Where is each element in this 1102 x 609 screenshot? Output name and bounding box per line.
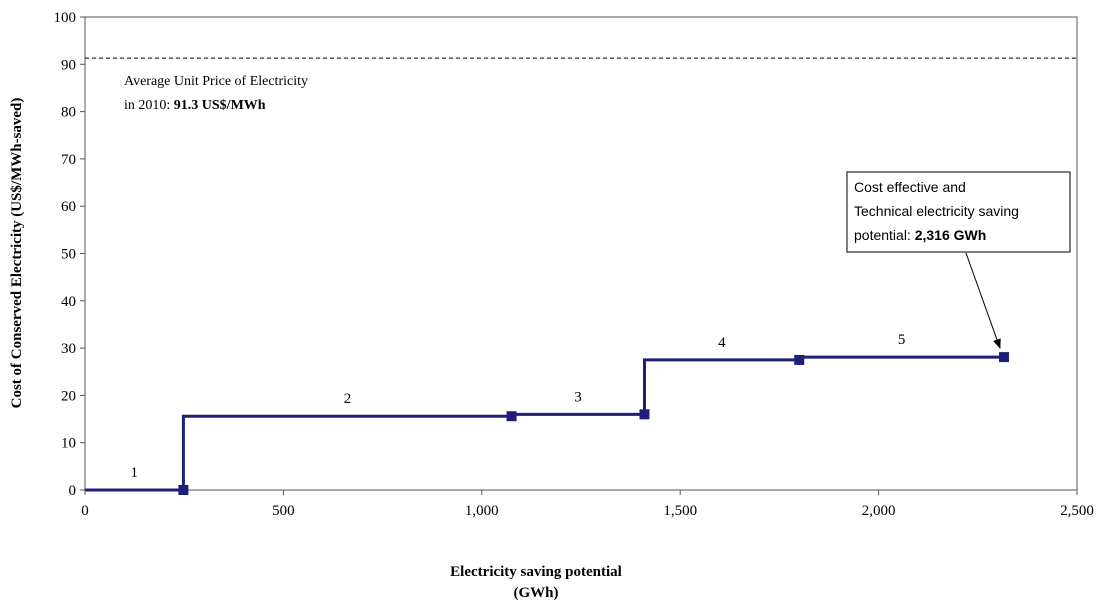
x-tick-label: 1,500 [663, 503, 697, 519]
callout-line1: Cost effective and [854, 179, 966, 195]
callout-box [846, 171, 1071, 253]
step-series-line [85, 355, 1004, 492]
step-label: 3 [574, 389, 582, 405]
x-axis-title: Electricity saving potential [450, 564, 622, 580]
y-tick-label: 40 [61, 294, 76, 310]
callout-value: 2,316 GWh [915, 227, 987, 243]
y-tick-label: 60 [61, 199, 76, 215]
x-tick-label: 1,000 [465, 503, 499, 519]
y-tick-label: 10 [61, 436, 76, 452]
y-tick-label: 0 [69, 483, 77, 499]
callout-line3: potential: 2,316 GWh [854, 227, 986, 243]
price-annotation-line1: Average Unit Price of Electricity [124, 74, 308, 89]
y-tick-label: 90 [61, 57, 76, 73]
y-tick-label: 50 [61, 247, 76, 263]
step-end-marker [998, 352, 1009, 363]
callout-line2: Technical electricity saving [854, 203, 1019, 219]
x-tick-label: 2,500 [1060, 503, 1094, 519]
step-label: 2 [344, 391, 352, 407]
y-tick-label: 100 [54, 10, 77, 26]
step-end-marker [506, 411, 517, 422]
price-annotation-line2: in 2010: 91.3 US$/MWh [124, 98, 266, 113]
y-tick-label: 70 [61, 152, 76, 168]
step-end-marker [639, 409, 650, 420]
step-end-marker [178, 485, 189, 495]
x-axis-title-unit: (GWh) [514, 585, 559, 601]
price-annotation-value: 91.3 US$/MWh [174, 98, 266, 113]
callout-prefix: potential: [854, 227, 915, 243]
step-end-marker [794, 354, 805, 365]
step-label: 5 [898, 332, 906, 348]
price-annotation-prefix: in 2010: [124, 98, 174, 113]
y-tick-label: 20 [61, 388, 76, 404]
y-tick-label: 80 [61, 105, 76, 121]
x-tick-label: 2,000 [862, 503, 896, 519]
step-label: 1 [130, 465, 138, 481]
step-label: 4 [718, 335, 726, 351]
y-tick-label: 30 [61, 341, 76, 357]
x-tick-label: 0 [81, 503, 89, 519]
callout-arrow [965, 252, 1001, 350]
x-tick-label: 500 [272, 503, 295, 519]
y-axis-title: Cost of Conserved Electricity (US$/MWh-s… [9, 98, 25, 409]
